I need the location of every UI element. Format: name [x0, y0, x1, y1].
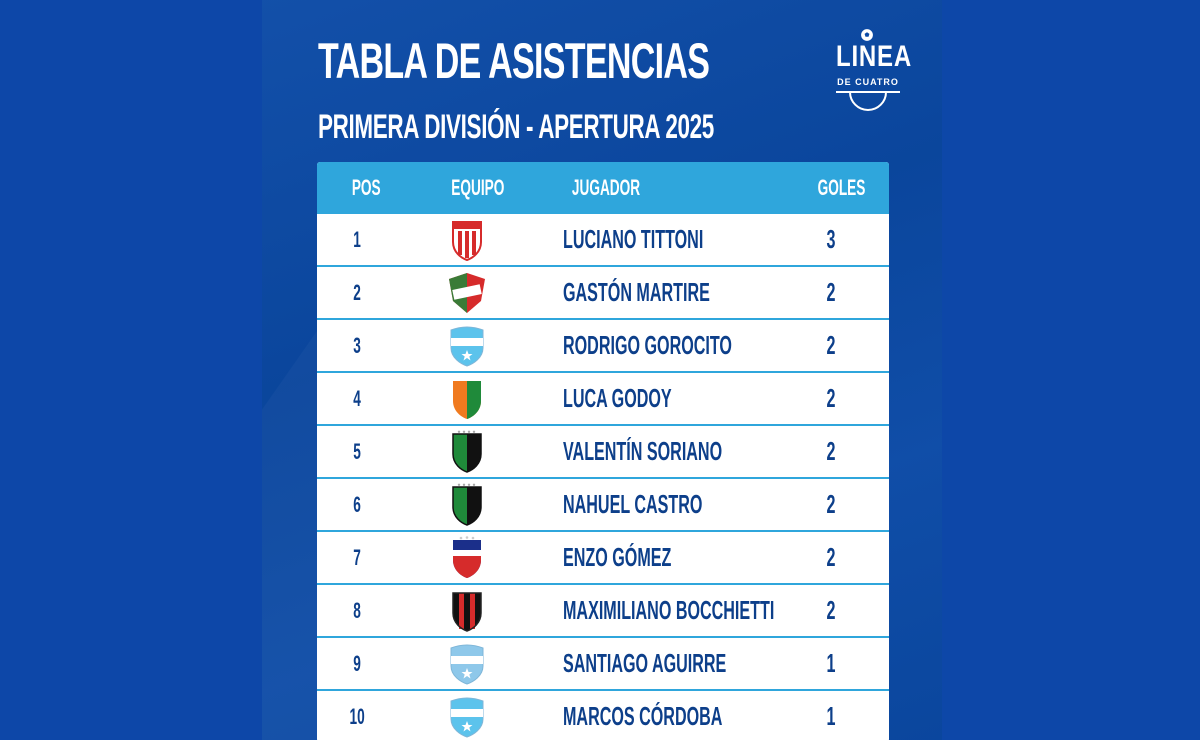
sgc-crest-icon — [450, 644, 484, 685]
row-pos: 2 — [353, 280, 361, 305]
aac-crest-icon — [450, 697, 484, 738]
aac-crest-icon — [450, 326, 484, 367]
row-pos: 10 — [349, 704, 365, 729]
row-goals: 3 — [826, 224, 836, 254]
cac-crest-icon — [453, 536, 481, 578]
table-row: 1 LUCIANO TITTONI 3 — [317, 214, 889, 265]
row-pos: 7 — [353, 545, 361, 570]
row-goals: 1 — [826, 701, 836, 731]
row-goals: 2 — [826, 330, 836, 360]
cwak-crest-icon — [452, 430, 482, 473]
assists-table: POS EQUIPO JUGADOR GOLES 1 LUCIANO TITTON… — [317, 162, 889, 740]
row-pos: 1 — [353, 227, 361, 252]
row-player: LUCIANO TITTONI — [563, 224, 704, 254]
row-player: NAHUEL CASTRO — [563, 489, 703, 519]
page-title: TABLA DE ASISTENCIAS — [318, 33, 710, 89]
logo-word: LINEA — [836, 40, 912, 73]
striped-crest-icon — [452, 592, 482, 632]
table-row: 3 RODRIGO GOROCITO 2 — [317, 318, 889, 371]
graphic-panel: TABLA DE ASISTENCIAS PRIMERA DIVISIÓN - … — [262, 0, 942, 740]
campana-crest-icon — [452, 221, 482, 262]
header-goals: GOLES — [817, 175, 866, 200]
logo-arc-icon — [836, 91, 900, 111]
row-player: MARCOS CÓRDOBA — [563, 701, 723, 731]
row-pos: 5 — [353, 439, 361, 464]
table-row: 8 MAXIMILIANO BOCCHIETTI 2 — [317, 583, 889, 636]
table-header: POS EQUIPO JUGADOR GOLES — [317, 162, 889, 214]
row-player: MAXIMILIANO BOCCHIETTI — [563, 595, 775, 625]
row-player: GASTÓN MARTIRE — [563, 277, 710, 307]
logo-sub: DE CUATRO — [837, 77, 899, 87]
table-row: 7 ENZO GÓMEZ 2 — [317, 530, 889, 583]
header-team: EQUIPO — [451, 175, 505, 200]
table-row: 9 SANTIAGO AGUIRRE 1 — [317, 636, 889, 689]
page-subtitle: PRIMERA DIVISIÓN - APERTURA 2025 — [318, 108, 714, 146]
row-player: RODRIGO GOROCITO — [563, 330, 732, 360]
row-pos: 9 — [353, 651, 361, 676]
row-goals: 2 — [826, 383, 836, 413]
soccer-ball-icon — [860, 28, 874, 42]
row-player: ENZO GÓMEZ — [563, 542, 672, 572]
row-pos: 6 — [353, 492, 361, 517]
sac-crest-icon — [449, 273, 485, 313]
row-pos: 8 — [353, 598, 361, 623]
table-row: 5 VALENTÍN SORIANO 2 — [317, 424, 889, 477]
header-pos: POS — [351, 175, 381, 200]
row-goals: 2 — [826, 595, 836, 625]
table-body: 1 LUCIANO TITTONI 3 2 GASTÓN MARTIRE 2 3 RODRIG… — [317, 214, 889, 740]
table-row: 10 MARCOS CÓRDOBA 1 — [317, 689, 889, 740]
acmo-crest-icon — [453, 381, 481, 419]
row-goals: 2 — [826, 489, 836, 519]
row-goals: 2 — [826, 542, 836, 572]
table-row: 6 NAHUEL CASTRO 2 — [317, 477, 889, 530]
row-pos: 3 — [353, 333, 361, 358]
cwak-crest-icon — [452, 483, 482, 526]
row-goals: 2 — [826, 436, 836, 466]
row-goals: 1 — [826, 648, 836, 678]
table-row: 2 GASTÓN MARTIRE 2 — [317, 265, 889, 318]
linea-de-cuatro-logo: LINEA DE CUATRO — [828, 28, 912, 116]
row-pos: 4 — [353, 386, 361, 411]
row-goals: 2 — [826, 277, 836, 307]
table-row: 4 LUCA GODOY 2 — [317, 371, 889, 424]
row-player: LUCA GODOY — [563, 383, 672, 413]
header-player: JUGADOR — [571, 175, 641, 200]
row-player: VALENTÍN SORIANO — [563, 436, 723, 466]
row-player: SANTIAGO AGUIRRE — [563, 648, 727, 678]
